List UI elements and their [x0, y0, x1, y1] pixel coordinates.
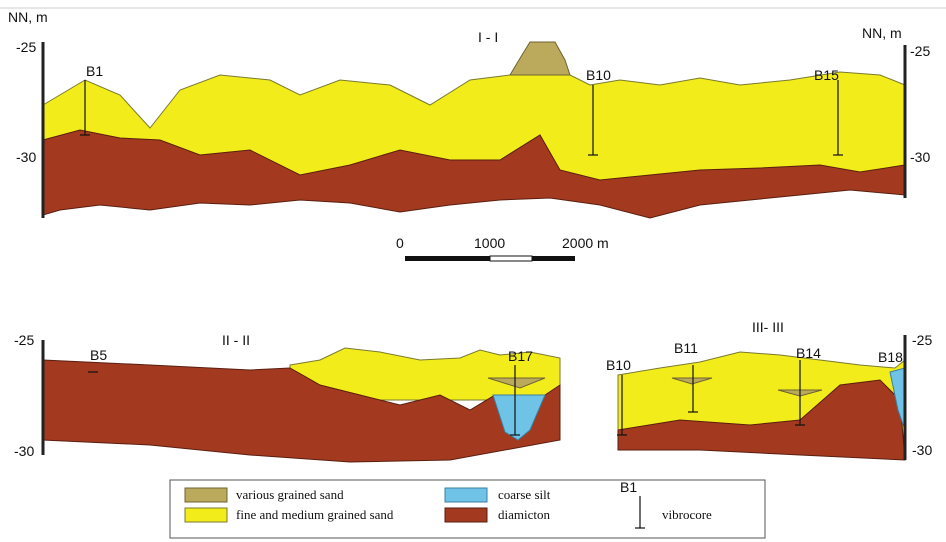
scale-bar: 0 1000 2000 m [396, 235, 609, 261]
legend-swatch [185, 508, 227, 522]
depth-label: -25 [16, 39, 36, 55]
depth-label: -30 [912, 442, 932, 458]
legend-label: fine and medium grained sand [236, 507, 394, 522]
depth-label: -30 [14, 443, 34, 459]
section-3: -25 -30 III- III B10 B11 B14 B18 [606, 319, 932, 460]
section-2: -25 -30 II - II B5 B17 [14, 332, 560, 462]
legend-label: diamicton [498, 507, 550, 522]
borehole-label: B15 [814, 67, 839, 83]
legend: various grained sand fine and medium gra… [170, 479, 765, 538]
diagram: NN, m NN, m -25 -30 -25 -30 I - I B1 B10… [0, 0, 946, 542]
depth-label: -25 [912, 332, 932, 348]
section-title: I - I [478, 29, 498, 45]
borehole-label: B10 [606, 357, 631, 373]
depth-label: -25 [14, 332, 34, 348]
borehole-label: B5 [90, 347, 107, 363]
scale-label: 1000 [474, 235, 505, 251]
borehole-label: B17 [508, 348, 533, 364]
borehole-label: B1 [86, 63, 103, 79]
legend-swatch [445, 488, 487, 502]
section-title: III- III [752, 319, 784, 335]
scale-segment [532, 256, 575, 261]
borehole-label: B14 [796, 345, 821, 361]
unit-label: NN, m [862, 25, 902, 41]
depth-label: -25 [910, 43, 930, 59]
scale-segment [405, 256, 490, 261]
legend-label: B1 [620, 479, 637, 495]
legend-label: coarse silt [498, 487, 551, 502]
scale-label: 2000 m [562, 235, 609, 251]
legend-label: various grained sand [236, 487, 344, 502]
legend-label: vibrocore [662, 507, 712, 522]
scale-segment [490, 256, 532, 261]
borehole-label: B11 [674, 340, 698, 356]
section-title: II - II [222, 332, 250, 348]
borehole-label: B10 [586, 67, 611, 83]
scale-label: 0 [396, 235, 404, 251]
borehole-label: B18 [878, 349, 903, 365]
depth-label: -30 [16, 149, 36, 165]
section-1: NN, m NN, m -25 -30 -25 -30 I - I B1 B10… [8, 9, 930, 218]
legend-swatch [445, 508, 487, 522]
depth-label: -30 [910, 149, 930, 165]
legend-swatch [185, 488, 227, 502]
various-sand-mound [510, 42, 570, 75]
unit-label: NN, m [8, 9, 48, 25]
